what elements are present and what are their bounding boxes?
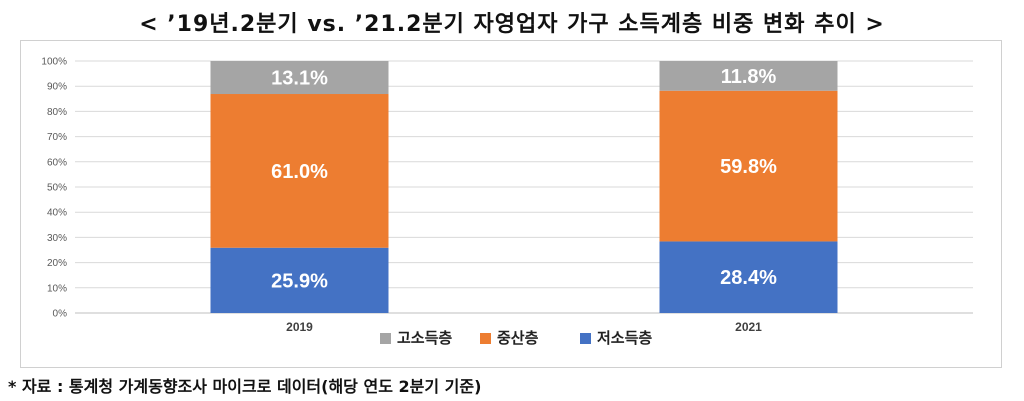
data-label: 11.8% xyxy=(721,66,777,88)
legend-swatch xyxy=(380,333,391,344)
y-tick-label: 50% xyxy=(47,183,67,194)
stacked-bar-chart: 0% 10% 20% 30% 40% 50% 60% 70% 80% 90% 100% 25.9% 61… xyxy=(41,57,973,347)
legend-swatch xyxy=(480,333,491,344)
y-tick-label: 40% xyxy=(47,208,67,219)
bar-segment xyxy=(659,61,838,91)
x-tick-label: 2019 xyxy=(286,320,313,334)
y-tick-label: 90% xyxy=(47,82,67,93)
legend-label: 중산층 xyxy=(497,330,539,347)
data-label: 61.0% xyxy=(271,161,328,183)
bar-segment xyxy=(210,94,389,248)
legend-swatch xyxy=(580,333,591,344)
data-label: 28.4% xyxy=(720,267,777,289)
x-tick-label: 2021 xyxy=(735,320,762,334)
data-label: 13.1% xyxy=(271,68,328,90)
y-tick-label: 20% xyxy=(47,258,67,269)
chart-area: 0% 10% 20% 30% 40% 50% 60% 70% 80% 90% 100% 25.9% 61… xyxy=(20,40,1002,368)
y-tick-label: 100% xyxy=(41,57,67,68)
y-tick-label: 70% xyxy=(47,132,67,143)
y-tick-label: 10% xyxy=(47,283,67,294)
y-tick-label: 0% xyxy=(53,309,68,320)
chart-title: < ’19년.2분기 vs. ’21.2분기 자영업자 가구 소득계층 비중 변… xyxy=(139,12,885,37)
bar-segment xyxy=(659,241,838,313)
bar-segment xyxy=(659,90,838,242)
data-label: 25.9% xyxy=(271,270,328,292)
y-tick-label: 60% xyxy=(47,157,67,168)
bar-segment xyxy=(210,61,389,95)
y-tick-label: 80% xyxy=(47,107,67,118)
data-label: 59.8% xyxy=(720,156,777,178)
bar-segment xyxy=(210,247,389,313)
legend-label: 저소득층 xyxy=(597,330,652,347)
source-note: * 자료 : 통계청 가계동향조사 마이크로 데이터(해당 연도 2분기 기준) xyxy=(8,377,482,396)
legend-label: 고소득층 xyxy=(397,330,452,347)
y-tick-label: 30% xyxy=(47,233,67,244)
